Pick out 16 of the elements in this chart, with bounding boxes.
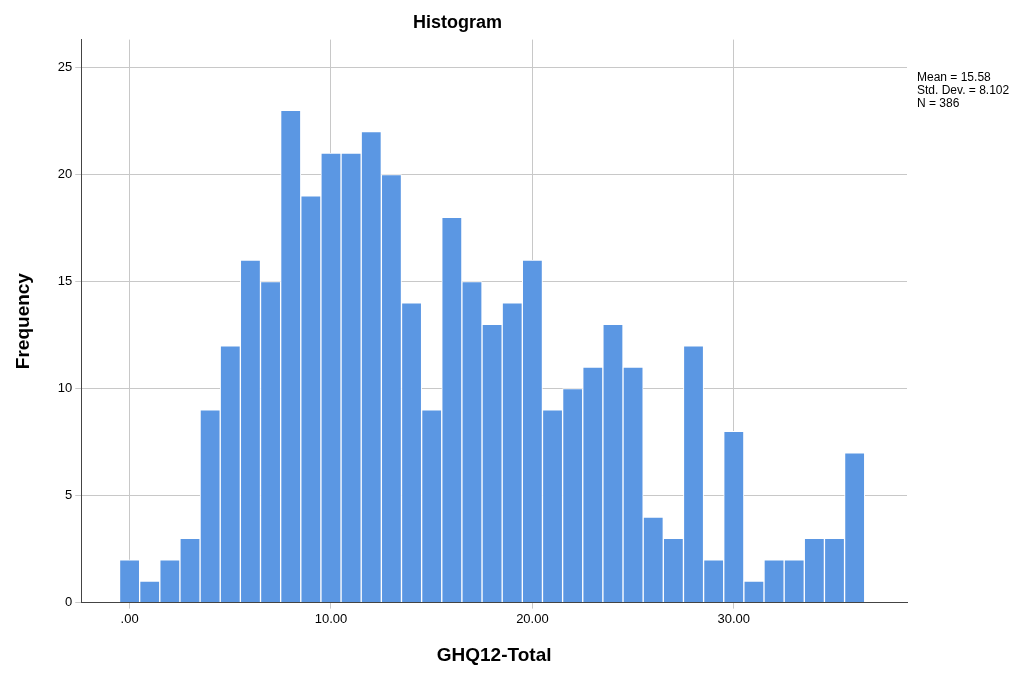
y-axis-title: Frequency [11,272,33,370]
x-axis-title: GHQ12-Total [436,643,552,665]
text: Mean = 15.58 [917,69,992,84]
y-tick-label: 10 [57,380,73,396]
y-tick-label: 20 [57,166,73,182]
y-tick-label: 25 [57,59,73,75]
x-tick-label: 20.00 [516,610,549,626]
text: N = 386 [917,95,960,110]
y-tick-label: 0 [65,594,73,610]
x-tick-label: 10.00 [314,610,348,626]
text: Std. Dev. = 8.102 [917,82,1010,97]
x-tick-label: 30.00 [717,610,751,626]
y-tick-label: 5 [65,487,73,503]
chart-title: Histogram [412,11,503,32]
x-tick-label: .00 [120,610,139,626]
y-tick-label: 15 [57,273,73,289]
